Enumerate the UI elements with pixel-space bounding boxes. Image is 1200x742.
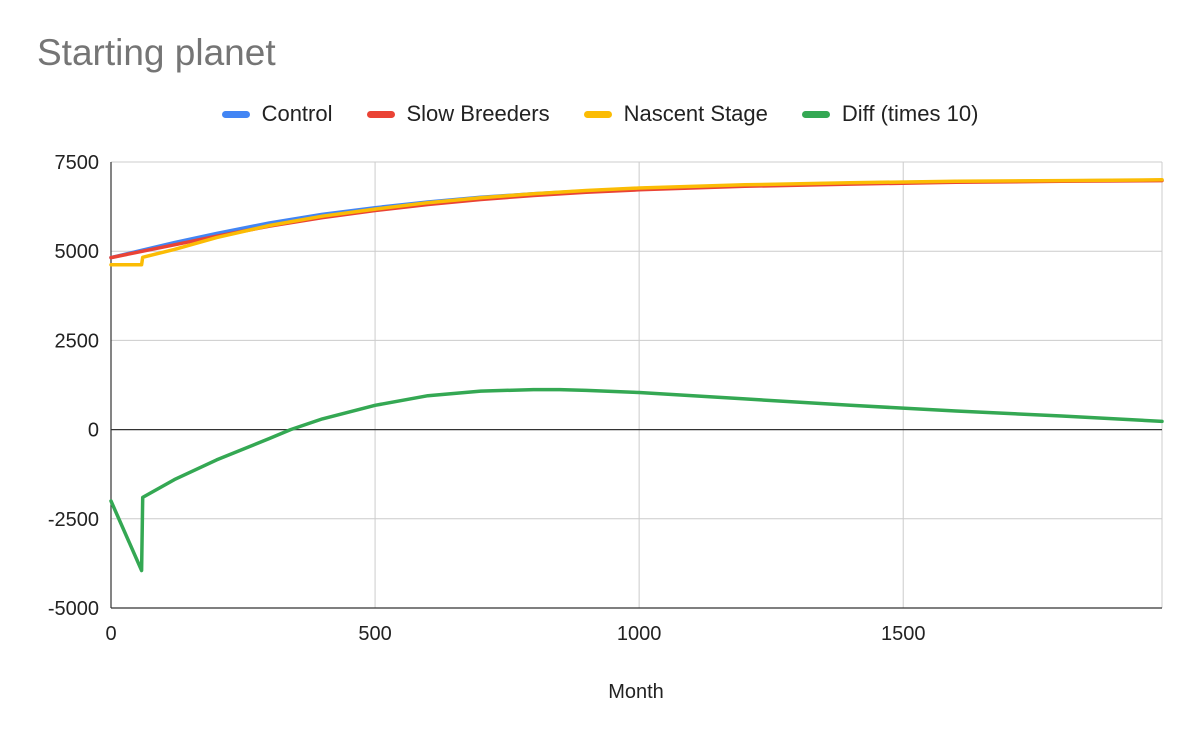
- legend-item-slow-breeders: Slow Breeders: [366, 101, 550, 127]
- x-tick-label: 0: [105, 623, 116, 645]
- legend-label-nascent-stage: Nascent Stage: [623, 101, 768, 126]
- legend-swatch-slow-breeders: [366, 110, 395, 118]
- y-tick-label: -5000: [48, 598, 99, 620]
- y-tick-label: 2500: [55, 330, 100, 352]
- chart-title: Starting planet: [37, 32, 276, 73]
- series-line-control: [109, 178, 1164, 260]
- grid-lines: [111, 161, 1163, 609]
- legend-label-diff: Diff (times 10): [841, 101, 979, 126]
- series-line-diff: [109, 387, 1164, 573]
- legend-label-slow-breeders: Slow Breeders: [406, 101, 550, 126]
- x-tick-label: 1000: [617, 623, 662, 645]
- legend-swatch-control: [221, 110, 250, 118]
- series-line-slow-breeders: [109, 178, 1164, 260]
- y-tick-label: 0: [88, 420, 99, 442]
- series-line-nascent-stage: [109, 178, 1164, 267]
- tick-labels: 7500 5000 2500 0 -2500 -5000 0 500 1000 1500: [48, 152, 926, 645]
- legend-swatch-nascent-stage: [583, 110, 612, 118]
- x-tick-label: 500: [358, 623, 391, 645]
- y-tick-label: -2500: [48, 509, 99, 531]
- y-tick-label: 7500: [55, 152, 100, 174]
- legend: Control Slow Breeders Nascent Stage Diff…: [0, 100, 1200, 128]
- axes: [110, 162, 1162, 609]
- legend-item-nascent-stage: Nascent Stage: [583, 101, 768, 127]
- y-tick-label: 5000: [55, 241, 100, 263]
- x-tick-label: 1500: [881, 623, 926, 645]
- x-axis-title: Month: [608, 681, 664, 703]
- legend-item-diff: Diff (times 10): [801, 101, 979, 127]
- legend-label-control: Control: [261, 101, 333, 126]
- legend-swatch-diff: [801, 110, 830, 118]
- legend-item-control: Control: [221, 101, 333, 127]
- series-lines: [109, 178, 1164, 573]
